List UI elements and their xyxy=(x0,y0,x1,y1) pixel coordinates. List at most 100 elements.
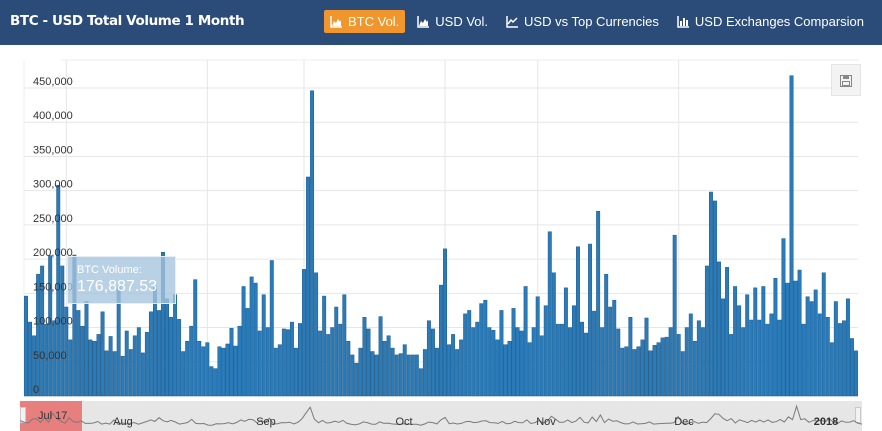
line-chart-icon xyxy=(506,15,519,28)
bar xyxy=(92,340,97,397)
bar xyxy=(346,340,351,397)
tab-label: BTC Vol. xyxy=(348,14,400,29)
bar xyxy=(439,284,443,397)
bar xyxy=(136,327,141,397)
navigator[interactable] xyxy=(20,401,862,431)
bar xyxy=(805,296,810,397)
bar xyxy=(314,272,319,397)
bar xyxy=(193,279,198,397)
bar xyxy=(713,200,717,397)
bar xyxy=(310,90,315,397)
bar xyxy=(306,176,311,397)
bar xyxy=(785,282,790,397)
y-tick-label: 50,000 xyxy=(33,350,67,362)
y-tick-label: 150,000 xyxy=(33,281,73,293)
y-tick-label: 450,000 xyxy=(33,76,73,88)
bar xyxy=(185,340,190,397)
bar xyxy=(503,344,508,397)
tab-label: USD Vol. xyxy=(435,14,489,29)
bar xyxy=(322,295,327,397)
bar xyxy=(249,276,254,397)
bar xyxy=(495,339,500,397)
bar xyxy=(386,335,391,397)
bar xyxy=(269,260,274,397)
bar xyxy=(209,366,214,397)
bar xyxy=(845,298,850,397)
bar xyxy=(833,301,838,397)
bar xyxy=(527,342,532,397)
bar xyxy=(374,354,379,397)
bar xyxy=(559,323,564,397)
navigator-handle-left[interactable] xyxy=(20,407,26,423)
bar xyxy=(753,287,758,397)
bar xyxy=(668,327,673,397)
bar xyxy=(757,319,762,397)
tab-usd-vs-top-currencies[interactable]: USD vs Top Currencies xyxy=(500,10,665,33)
tooltip-label: BTC Volume: xyxy=(77,264,142,276)
bar xyxy=(366,328,371,397)
bar xyxy=(680,351,685,397)
tab-btc-volume[interactable]: BTC Vol. xyxy=(324,10,406,33)
bar xyxy=(350,354,355,397)
bar xyxy=(157,310,161,397)
bar xyxy=(298,323,302,397)
tab-usd-volume[interactable]: USD Vol. xyxy=(411,10,494,33)
bar xyxy=(430,328,435,397)
bar xyxy=(692,340,697,397)
bar xyxy=(144,332,149,397)
bar xyxy=(241,286,246,397)
bar xyxy=(491,330,496,397)
bar xyxy=(451,334,456,397)
bar xyxy=(455,349,460,397)
y-tick-label: 100,000 xyxy=(33,316,73,328)
bar xyxy=(515,327,520,397)
bar xyxy=(189,325,194,397)
bar xyxy=(24,295,28,397)
bar xyxy=(44,323,49,397)
bar xyxy=(777,319,782,397)
bar xyxy=(140,352,145,397)
bar xyxy=(543,305,548,397)
bar xyxy=(406,354,411,397)
bar xyxy=(837,323,842,397)
bar xyxy=(676,334,681,397)
bar xyxy=(567,327,572,397)
bar xyxy=(128,349,133,397)
bar xyxy=(620,347,625,397)
bar xyxy=(394,354,399,397)
navigator-selection[interactable] xyxy=(20,401,82,431)
bar xyxy=(576,246,580,397)
bar-series xyxy=(24,75,858,397)
bar xyxy=(253,282,258,397)
bar xyxy=(483,299,488,397)
bar xyxy=(60,265,65,397)
bar xyxy=(245,308,250,397)
bar xyxy=(555,323,560,397)
bar xyxy=(84,301,89,397)
bar xyxy=(80,325,85,397)
tab-usd-exchanges-comparison[interactable]: USD Exchanges Comparsion xyxy=(671,10,870,33)
bar xyxy=(519,330,524,397)
bar xyxy=(721,298,725,397)
bar xyxy=(741,327,746,397)
bar xyxy=(148,311,153,397)
bar xyxy=(447,344,452,397)
bar xyxy=(293,347,298,397)
bar xyxy=(76,310,81,397)
bar xyxy=(281,328,286,397)
bar xyxy=(628,317,633,397)
bar xyxy=(52,320,57,397)
bar xyxy=(809,301,814,397)
bar xyxy=(205,342,210,397)
navigator-handle-right[interactable] xyxy=(855,407,861,423)
y-tick-label: 300,000 xyxy=(33,179,73,191)
bar xyxy=(36,273,41,397)
bar xyxy=(584,332,589,397)
bar xyxy=(644,317,649,397)
bar xyxy=(729,334,734,397)
bar xyxy=(801,323,806,397)
bar xyxy=(854,350,858,397)
bar xyxy=(547,231,552,397)
export-button[interactable] xyxy=(831,64,861,96)
